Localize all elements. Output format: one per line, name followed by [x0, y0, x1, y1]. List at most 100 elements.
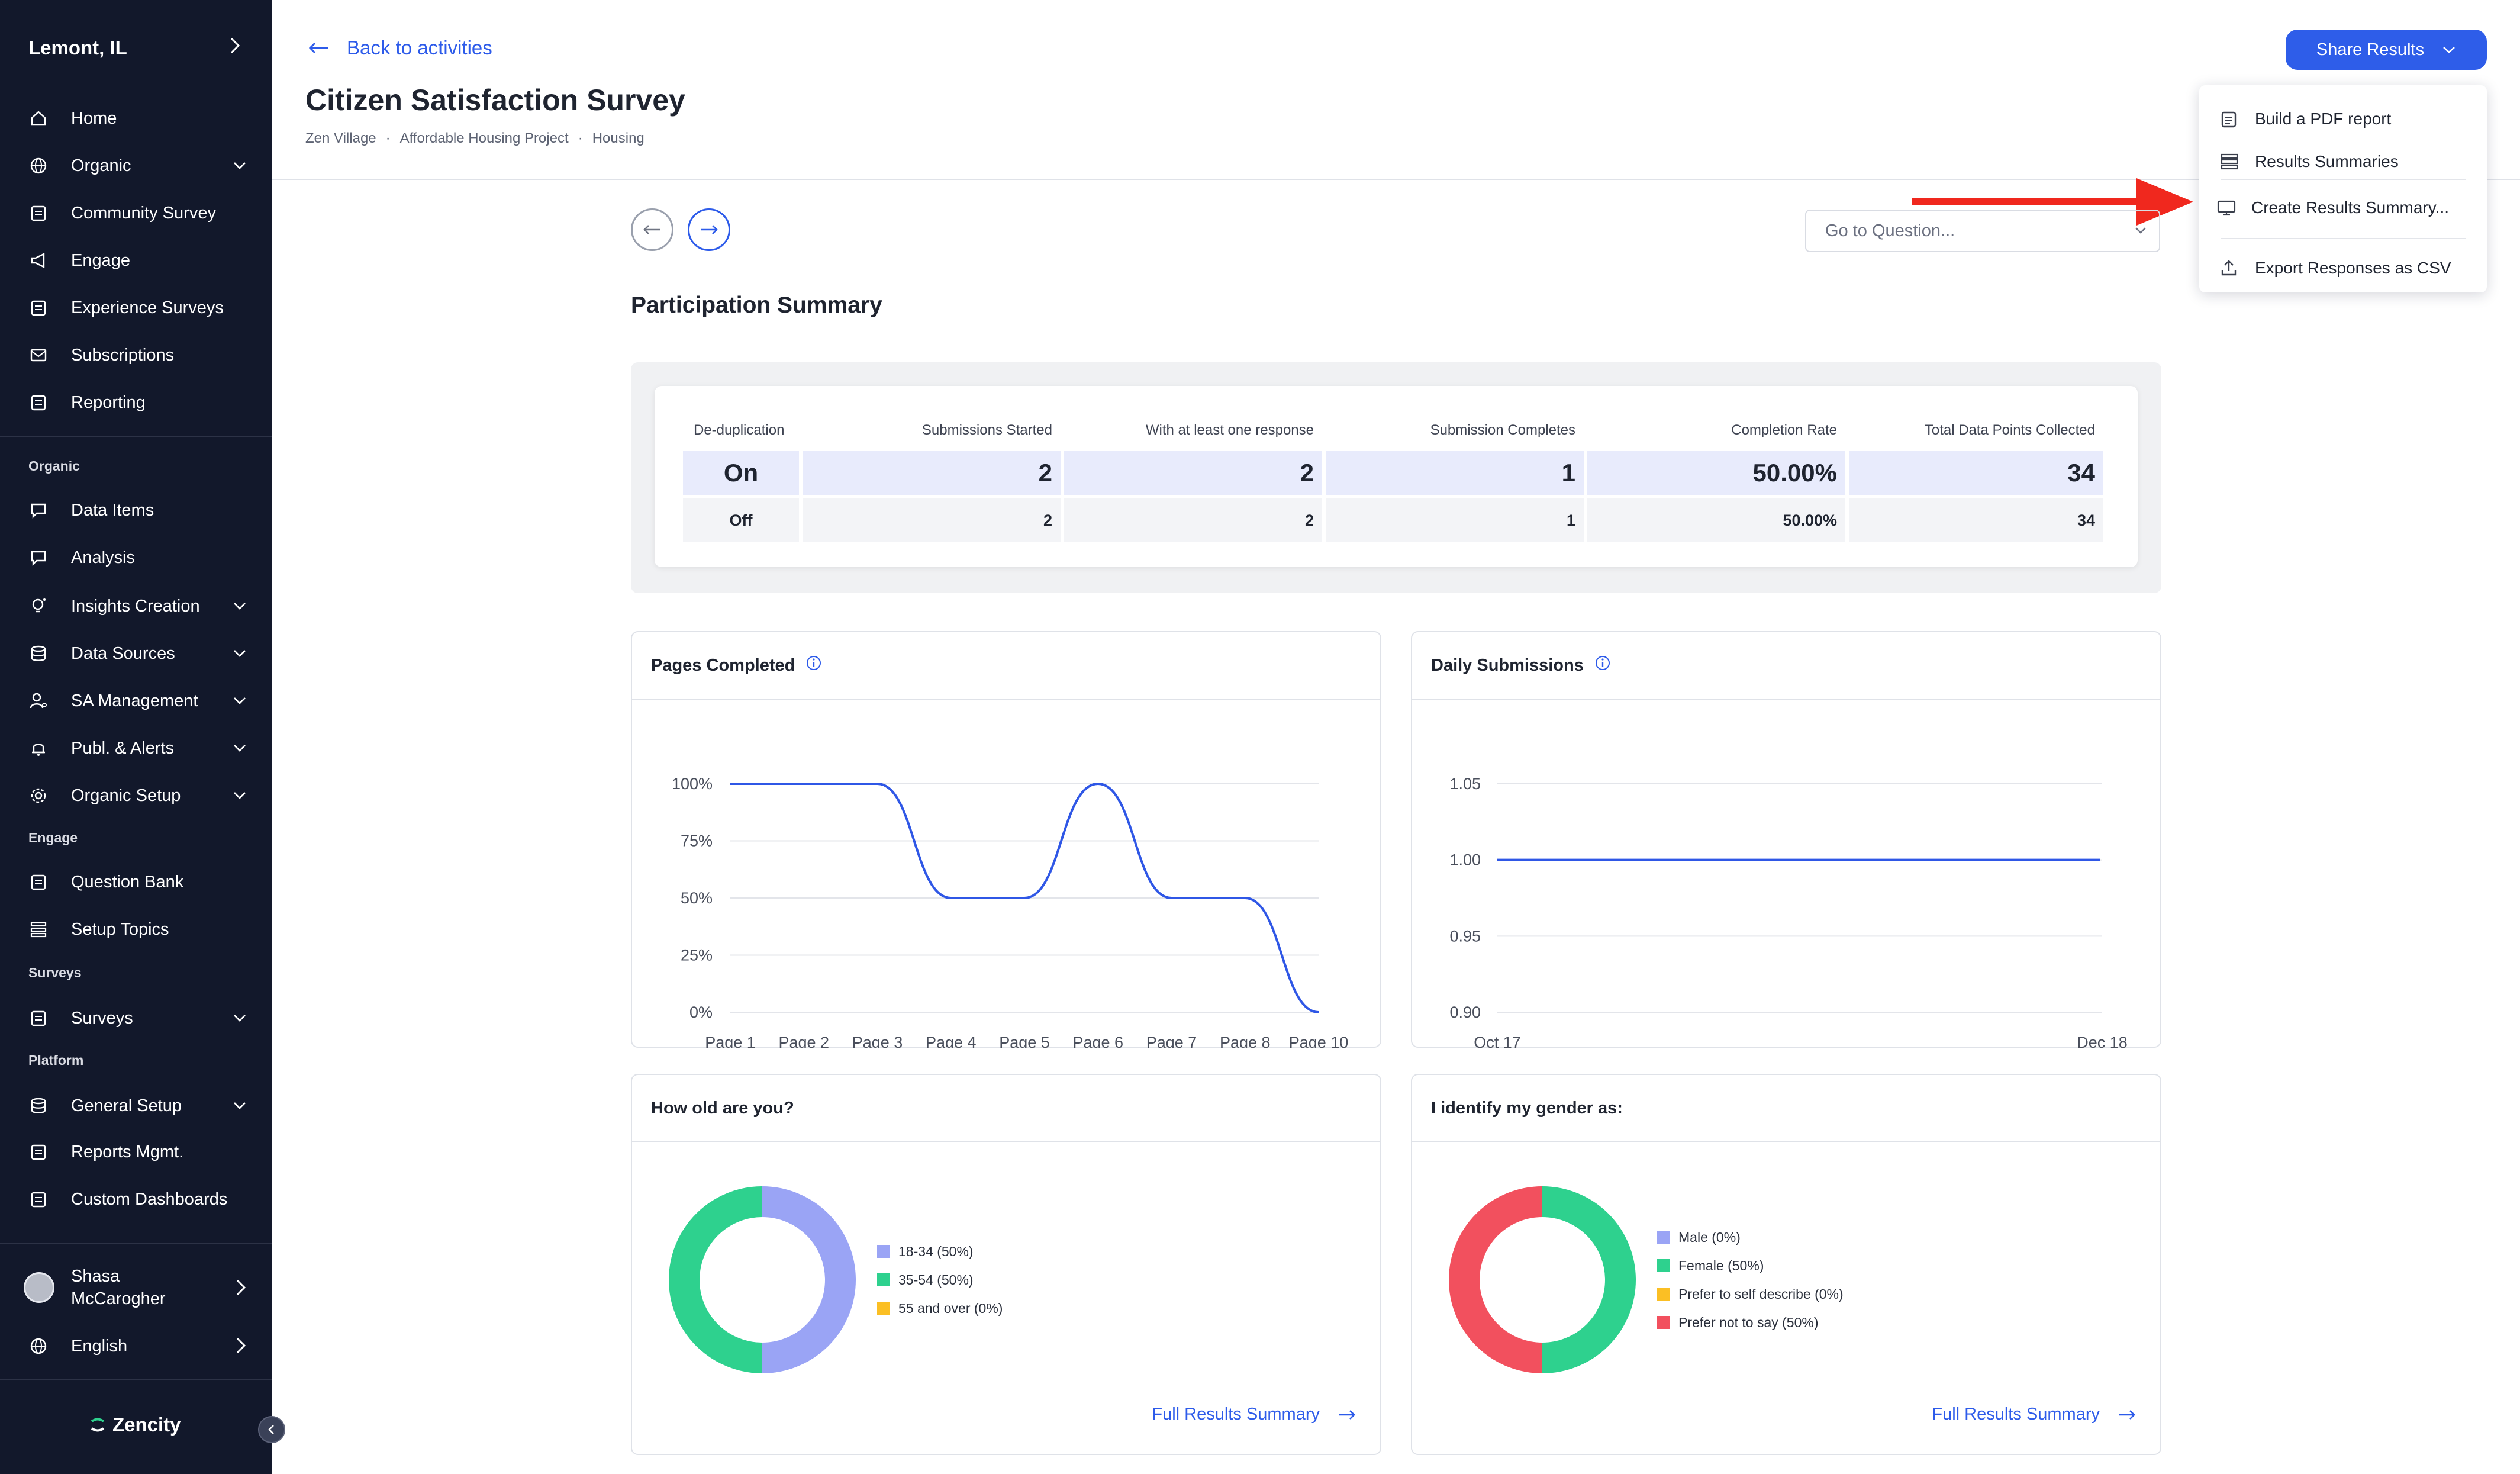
table-cell: 34 [1849, 451, 2103, 495]
go-to-question-select[interactable]: Go to Question... [1805, 210, 2160, 252]
menu-item-label: Build a PDF report [2255, 110, 2392, 128]
legend-swatch [877, 1302, 890, 1315]
legend-label: Female (50%) [1678, 1257, 1764, 1273]
legend-swatch [877, 1273, 890, 1286]
breadcrumb-item: Affordable Housing Project [399, 130, 569, 146]
chevron-down-icon [232, 739, 247, 758]
chat-icon [28, 548, 49, 568]
column-header: De-duplication [694, 422, 785, 438]
sidebar-item-insights-creation[interactable]: Insights Creation [28, 588, 247, 624]
sidebar-item-label: Community Survey [71, 203, 216, 223]
y-tick-label: 0% [689, 1003, 713, 1021]
org-switcher[interactable]: Lemont, IL [28, 33, 241, 63]
menu-item-export-csv[interactable]: Export Responses as CSV [2221, 253, 2481, 283]
sidebar-item-custom-dashboards[interactable]: Custom Dashboards [28, 1182, 247, 1217]
sidebar-item-label: Custom Dashboards [71, 1189, 228, 1209]
sidebar-item-organic[interactable]: Organic [28, 148, 247, 184]
sidebar-item-publ-alerts[interactable]: Publ. & Alerts [28, 730, 247, 766]
back-label: Back to activities [347, 37, 492, 59]
donut-slice [1542, 1186, 1636, 1373]
sidebar-item-data-items[interactable]: Data Items [28, 493, 247, 528]
collapse-sidebar-button[interactable] [258, 1416, 285, 1443]
y-tick-label: 25% [681, 947, 713, 964]
panel-header: I identify my gender as: [1412, 1075, 2160, 1142]
gear-icon [28, 786, 49, 806]
chevron-down-icon [232, 156, 247, 176]
list-icon [2221, 153, 2241, 170]
chevron-down-icon [232, 1009, 247, 1028]
menu-item-results-summaries[interactable]: Results Summaries [2221, 147, 2481, 176]
monitor-icon [2217, 199, 2237, 216]
previous-question-button[interactable] [631, 208, 673, 251]
user-first-name: Shasa [71, 1267, 120, 1286]
daily-submissions-panel: Daily Submissions 1.05 1.00 0.95 0.90 Oct 17… [1411, 631, 2161, 1048]
sidebar-item-reports-mgmt[interactable]: Reports Mgmt. [28, 1134, 247, 1170]
participation-summary: De-duplication Submissions Started With … [631, 362, 2161, 593]
legend-item: 55 and over (0%) [877, 1294, 1003, 1322]
sidebar-item-data-sources[interactable]: Data Sources [28, 636, 247, 671]
share-results-label: Share Results [2316, 40, 2425, 59]
info-icon[interactable] [805, 655, 822, 676]
sidebar-item-analysis[interactable]: Analysis [28, 540, 247, 575]
sidebar-item-engage[interactable]: Engage [28, 243, 247, 278]
clipboard-icon [28, 1189, 49, 1209]
lightbulb-icon [28, 596, 49, 616]
sidebar-item-label: General Setup [71, 1096, 182, 1115]
language-label: English [71, 1336, 128, 1356]
menu-item-build-pdf[interactable]: Build a PDF report [2221, 104, 2481, 134]
sidebar-divider [0, 1243, 272, 1244]
chevron-right-icon [228, 37, 241, 59]
panel-header: Daily Submissions [1412, 632, 2160, 700]
sidebar-item-question-bank[interactable]: Question Bank [28, 864, 247, 900]
donut-slice [1449, 1186, 1543, 1373]
sidebar-item-community-survey[interactable]: Community Survey [28, 195, 247, 231]
page-title: Citizen Satisfaction Survey [305, 83, 685, 117]
menu-item-create-results-summary[interactable]: Create Results Summary... [2217, 193, 2477, 223]
sidebar-item-sa-management[interactable]: SA Management [28, 683, 247, 719]
bell-icon [28, 738, 49, 758]
legend-swatch [1657, 1288, 1670, 1301]
legend-swatch [877, 1245, 890, 1258]
next-question-button[interactable] [688, 208, 730, 251]
full-results-summary-link[interactable]: Full Results Summary [1932, 1405, 2136, 1424]
sidebar-item-subscriptions[interactable]: Subscriptions [28, 337, 247, 373]
table-cell: 50.00% [1587, 451, 1845, 495]
mail-icon [28, 345, 49, 365]
x-tick-label: Page 3 [852, 1034, 903, 1048]
brand-name: Zencity [112, 1414, 181, 1436]
sidebar-item-reporting[interactable]: Reporting [28, 385, 247, 420]
database-icon [28, 1096, 49, 1116]
sidebar-item-surveys[interactable]: Surveys [28, 1000, 247, 1036]
sidebar-item-home[interactable]: Home [28, 101, 247, 136]
y-tick-label: 1.05 [1449, 775, 1481, 793]
sidebar-item-general-setup[interactable]: General Setup [28, 1088, 247, 1124]
user-menu[interactable]: Shasa McCarogher [24, 1261, 249, 1314]
full-results-label: Full Results Summary [1152, 1405, 1320, 1424]
user-gear-icon [28, 691, 49, 711]
sidebar-item-label: Engage [71, 250, 130, 270]
x-tick-label: Page 2 [778, 1034, 829, 1048]
sidebar-item-setup-topics[interactable]: Setup Topics [28, 912, 247, 947]
y-tick-label: 75% [681, 832, 713, 850]
full-results-summary-link[interactable]: Full Results Summary [1152, 1405, 1356, 1424]
language-selector[interactable]: English [28, 1328, 247, 1364]
sidebar-item-experience-surveys[interactable]: Experience Surveys [28, 290, 247, 326]
x-tick-label: Oct 17 [1474, 1034, 1521, 1048]
annotation-arrow [1912, 178, 2193, 226]
table-row: Off 2 2 1 50.00% 34 [683, 498, 2109, 542]
legend-swatch [1657, 1316, 1670, 1329]
back-to-activities-link[interactable]: Back to activities [308, 37, 492, 59]
table-cell: 2 [803, 498, 1061, 542]
table-cell: 50.00% [1587, 498, 1845, 542]
y-tick-label: 0.95 [1449, 927, 1481, 945]
table-cell: 2 [1064, 451, 1322, 495]
participation-table: De-duplication Submissions Started With … [683, 410, 2109, 546]
sidebar-item-label: Data Sources [71, 643, 175, 663]
column-header: Completion Rate [1731, 422, 1837, 438]
info-icon[interactable] [1594, 655, 1611, 676]
sidebar-item-organic-setup[interactable]: Organic Setup [28, 778, 247, 813]
share-results-button[interactable]: Share Results [2286, 30, 2487, 70]
table-cell: 1 [1326, 498, 1584, 542]
column-header: Total Data Points Collected [1924, 422, 2095, 438]
panel-header: How old are you? [632, 1075, 1380, 1142]
